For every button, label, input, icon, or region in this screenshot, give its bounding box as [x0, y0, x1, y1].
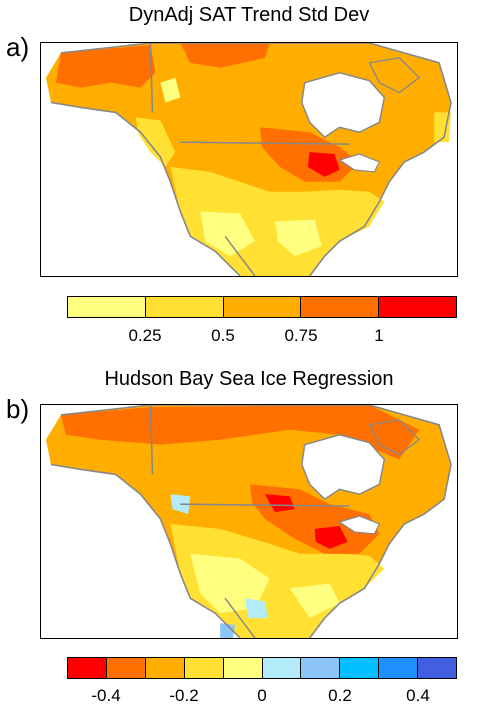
pale-patch-a1	[200, 211, 255, 257]
panel-b-colorbar	[67, 657, 457, 679]
colorbar-segment	[68, 297, 146, 317]
colorbar-tick-label: -0.4	[91, 686, 121, 705]
blue-west-b	[170, 494, 191, 515]
great-lakes-b	[338, 515, 381, 535]
colorbar-segment	[145, 297, 224, 317]
colorbar-segment	[379, 658, 419, 678]
panel-b-map	[40, 404, 458, 639]
border-us-canada-b	[180, 503, 350, 507]
pale-south-b	[190, 553, 270, 614]
colorbar-tick-label: -0.2	[169, 686, 199, 705]
mexico-b	[224, 597, 256, 638]
colorbar-segment	[340, 658, 380, 678]
border-us-canada-a	[180, 141, 350, 145]
pale-patch-a3	[160, 77, 181, 103]
colorbar-tick-label: 0.25	[128, 326, 162, 345]
pale-south-b2	[289, 583, 340, 619]
blue-mexico-b	[220, 623, 236, 638]
coastline-a	[50, 43, 452, 276]
blue-south-b	[245, 598, 268, 619]
border-alaska-b	[149, 405, 154, 475]
central-red-b1	[264, 494, 295, 513]
colorbar-tick-label: 0.5	[211, 326, 235, 345]
hudson-bay-a	[300, 71, 386, 139]
central-red-b2	[314, 525, 348, 549]
colorbar-tick-label: 1	[374, 326, 384, 345]
colorbar-segment	[262, 658, 302, 678]
panel-a-colorbar-ticks: 0.25 0.5 0.75 1	[67, 326, 457, 348]
colorbar-segment	[68, 658, 107, 678]
mexico-a	[224, 235, 256, 276]
colorbar-segment	[379, 297, 456, 317]
colorbar-segment	[418, 658, 457, 678]
colorbar-segment	[301, 297, 380, 317]
alaska-darkorange-a	[55, 44, 156, 88]
coastline-b	[50, 405, 452, 638]
colorbar-segment	[223, 658, 263, 678]
border-alaska-a	[149, 43, 154, 113]
islands-b	[368, 419, 421, 456]
pale-patch-a2	[274, 219, 322, 257]
panel-b-title: Hudson Bay Sea Ice Regression	[104, 368, 394, 390]
colorbar-segment	[223, 297, 302, 317]
colorbar-segment	[301, 658, 341, 678]
central-red-a	[307, 152, 340, 177]
panel-a-label: a)	[6, 32, 30, 62]
colorbar-tick-label: 0.2	[328, 686, 352, 705]
islands-a	[368, 57, 421, 94]
colorbar-segment	[145, 658, 185, 678]
panel-a-map	[40, 42, 458, 277]
panel-a-title: DynAdj SAT Trend Std Dev	[128, 4, 370, 26]
panel-b-label: b)	[6, 394, 30, 424]
colorbar-segment	[184, 658, 224, 678]
yellow-west-a	[135, 117, 176, 167]
panel-a-colorbar	[67, 296, 457, 318]
panel-b-colorbar-ticks: -0.4 -0.2 0 0.2 0.4	[67, 686, 457, 708]
colorbar-tick-label: 0.75	[284, 326, 318, 345]
orange-north-a	[180, 43, 270, 68]
colorbar-tick-label: 0	[257, 686, 267, 705]
colorbar-tick-label: 0.4	[406, 686, 430, 705]
great-lakes-a	[338, 153, 381, 173]
hudson-bay-b	[300, 433, 386, 501]
colorbar-segment	[106, 658, 146, 678]
